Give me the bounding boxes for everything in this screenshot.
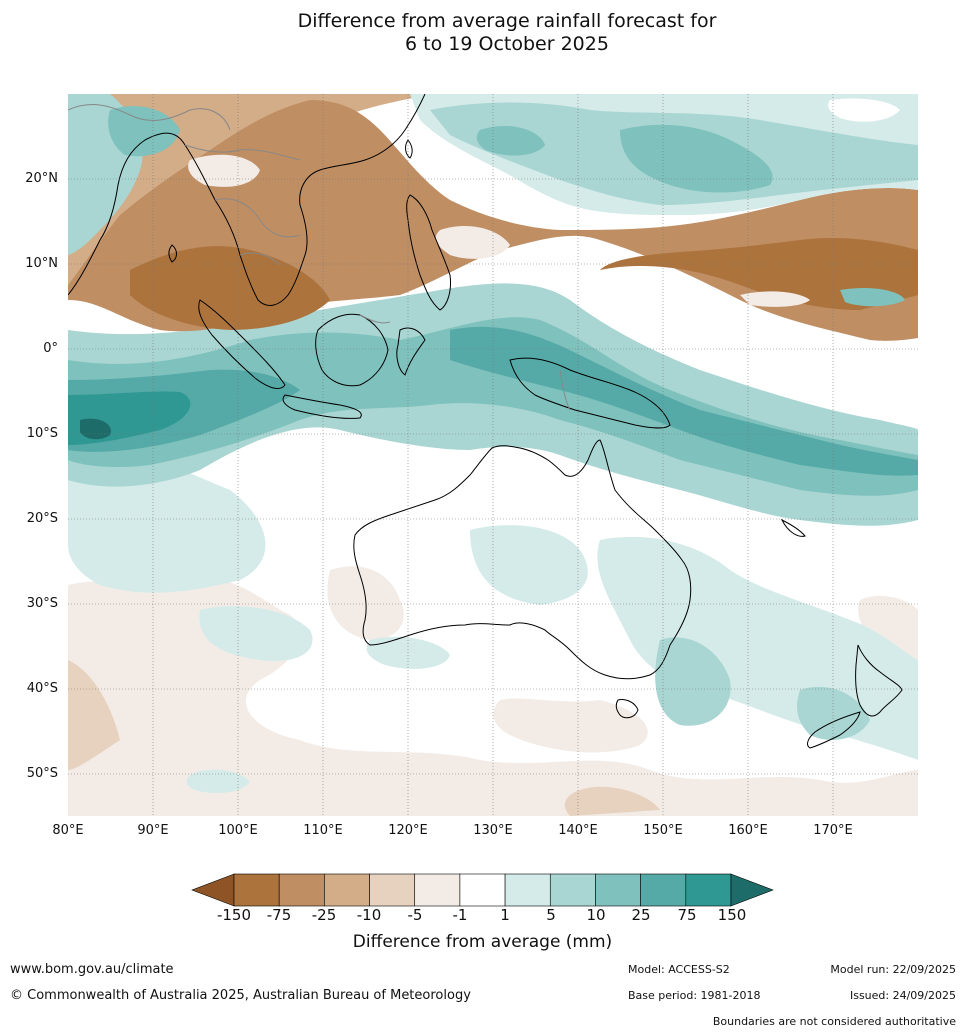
lon-label-140e: 140°E bbox=[558, 823, 598, 838]
model-run-date: Model run: 22/09/2025 bbox=[830, 963, 956, 976]
legend-swatch bbox=[278, 873, 325, 907]
lon-label-90e: 90°E bbox=[137, 823, 169, 838]
sri-lanka-coastline bbox=[168, 244, 177, 263]
lat-label-30s: 30°S bbox=[26, 596, 58, 611]
new-guinea-coastline bbox=[509, 357, 671, 429]
legend-swatch bbox=[459, 873, 506, 907]
legend-swatch bbox=[414, 873, 461, 907]
new-zealand-north-coastline bbox=[855, 644, 903, 717]
legend-tick-label: 25 bbox=[631, 906, 651, 924]
legend-swatch bbox=[640, 873, 687, 907]
coastlines bbox=[68, 94, 903, 749]
chart-title: Difference from average rainfall forecas… bbox=[0, 10, 965, 56]
legend-tick-label: -25 bbox=[311, 906, 337, 924]
rainfall-anomaly-map bbox=[68, 94, 918, 816]
legend-tick-label: 10 bbox=[586, 906, 606, 924]
legend-swatch bbox=[549, 873, 596, 907]
lat-label-10s: 10°S bbox=[26, 426, 58, 441]
java-coastline bbox=[282, 394, 362, 419]
tasmania-coastline bbox=[615, 699, 639, 719]
legend-swatch bbox=[595, 873, 641, 907]
lon-label-100e: 100°E bbox=[218, 823, 258, 838]
australia-coastline bbox=[353, 439, 692, 680]
issued-date: Issued: 24/09/2025 bbox=[849, 989, 956, 1002]
legend-title: Difference from average (mm) bbox=[352, 932, 613, 952]
legend-tick-label: 75 bbox=[677, 906, 697, 924]
lon-label-120e: 120°E bbox=[388, 823, 428, 838]
asia-mainland-coastline bbox=[68, 94, 426, 306]
lon-label-150e: 150°E bbox=[643, 823, 683, 838]
tropical-wet-band bbox=[68, 283, 918, 526]
website-url[interactable]: www.bom.gov.au/climate bbox=[10, 962, 174, 977]
boundary-disclaimer: Boundaries are not considered authoritat… bbox=[712, 1015, 956, 1028]
taiwan-coastline bbox=[405, 139, 413, 159]
borneo-coastline bbox=[315, 313, 389, 387]
lon-label-110e: 110°E bbox=[303, 823, 343, 838]
new-zealand-south-coastline bbox=[807, 711, 861, 749]
lat-label-50s: 50°S bbox=[26, 766, 58, 781]
title-line-1: Difference from average rainfall forecas… bbox=[297, 10, 717, 32]
lat-label-20n: 20°N bbox=[25, 171, 58, 186]
lat-label-10n: 10°N bbox=[25, 256, 58, 271]
lon-label-80e: 80°E bbox=[52, 823, 84, 838]
northern-wet-patches bbox=[68, 94, 918, 255]
legend-tick-label: -5 bbox=[407, 906, 423, 924]
legend-tick-label: -1 bbox=[452, 906, 468, 924]
copyright-notice: © Commonwealth of Australia 2025, Austra… bbox=[10, 988, 471, 1003]
legend-tick-label: -10 bbox=[356, 906, 382, 924]
model-name: Model: ACCESS-S2 bbox=[628, 963, 730, 976]
sulawesi-coastline bbox=[396, 327, 426, 376]
title-line-2: 6 to 19 October 2025 bbox=[405, 33, 609, 55]
new-caledonia-coastline bbox=[780, 518, 806, 537]
legend-tick-label: -150 bbox=[216, 906, 252, 924]
base-period: Base period: 1981-2018 bbox=[628, 989, 761, 1002]
lat-label-20s: 20°S bbox=[26, 511, 58, 526]
country-boundaries bbox=[68, 104, 571, 411]
sumatra-coastline bbox=[198, 299, 286, 389]
legend-swatch bbox=[233, 873, 280, 907]
southern-wet-zone bbox=[68, 430, 918, 794]
legend-swatch bbox=[324, 873, 370, 907]
legend-arrow-low bbox=[191, 873, 235, 907]
legend-tick-label: 5 bbox=[546, 906, 556, 924]
lon-label-130e: 130°E bbox=[473, 823, 513, 838]
lat-label-0: 0° bbox=[43, 341, 58, 356]
legend-swatch bbox=[685, 873, 732, 907]
legend-arrow-high bbox=[730, 873, 774, 907]
lat-label-40s: 40°S bbox=[26, 681, 58, 696]
legend-swatch bbox=[504, 873, 551, 907]
graticule bbox=[68, 94, 918, 816]
legend-tick-label: 1 bbox=[500, 906, 510, 924]
lon-label-170e: 170°E bbox=[813, 823, 853, 838]
lon-label-160e: 160°E bbox=[728, 823, 768, 838]
legend-tick-label: -75 bbox=[266, 906, 292, 924]
legend-colorbar bbox=[191, 873, 774, 907]
legend-tick-label: 150 bbox=[717, 906, 747, 924]
legend-swatch bbox=[369, 873, 416, 907]
